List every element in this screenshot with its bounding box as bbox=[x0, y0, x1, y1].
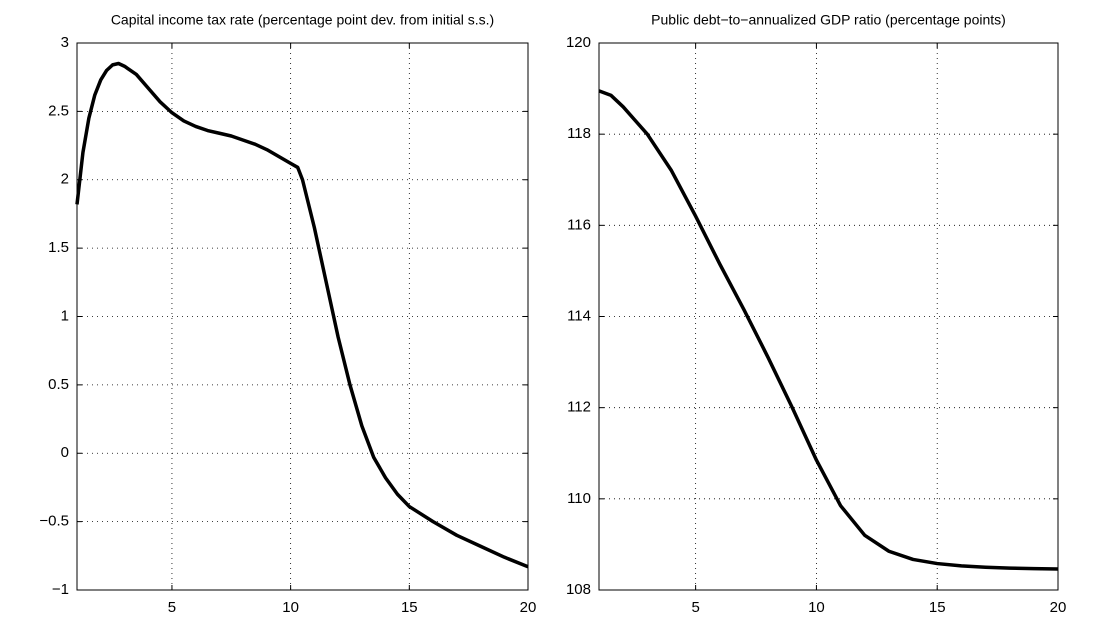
axes-frame bbox=[598, 42, 1059, 591]
y-tick-label: −1 bbox=[52, 581, 69, 598]
chart-title: Capital income tax rate (percentage poin… bbox=[111, 12, 494, 28]
x-tick-label: 10 bbox=[282, 599, 299, 616]
y-tick-label: 120 bbox=[566, 34, 591, 51]
y-tick-label: 118 bbox=[567, 125, 591, 142]
x-tick-label: 15 bbox=[401, 599, 418, 616]
y-tick-label: 1.5 bbox=[48, 239, 69, 256]
x-tick-label: 20 bbox=[1050, 599, 1067, 616]
x-tick-label: 20 bbox=[520, 599, 537, 616]
y-tick-label: 3 bbox=[61, 34, 69, 51]
y-tick-label: 2 bbox=[61, 171, 69, 188]
x-tick-label: 15 bbox=[929, 599, 946, 616]
y-tick-label: 108 bbox=[566, 581, 591, 598]
y-tick-label: 114 bbox=[567, 307, 591, 324]
y-tick-label: 2.5 bbox=[48, 102, 69, 119]
y-tick-label: 1 bbox=[61, 307, 69, 324]
y-tick-label: 0.5 bbox=[48, 376, 69, 393]
chart-title: Public debt−to−annualized GDP ratio (per… bbox=[651, 12, 1006, 28]
x-tick-label: 10 bbox=[808, 599, 825, 616]
y-tick-label: 116 bbox=[567, 216, 591, 233]
y-tick-label: 112 bbox=[567, 399, 591, 416]
y-tick-label: 110 bbox=[567, 490, 591, 507]
axes-frame bbox=[76, 42, 529, 591]
line-series bbox=[75, 61, 529, 569]
line-series bbox=[598, 89, 1059, 571]
y-tick-label: 0 bbox=[61, 444, 69, 461]
y-tick-label: −0.5 bbox=[39, 513, 69, 530]
x-tick-label: 5 bbox=[691, 599, 699, 616]
x-tick-label: 5 bbox=[168, 599, 176, 616]
